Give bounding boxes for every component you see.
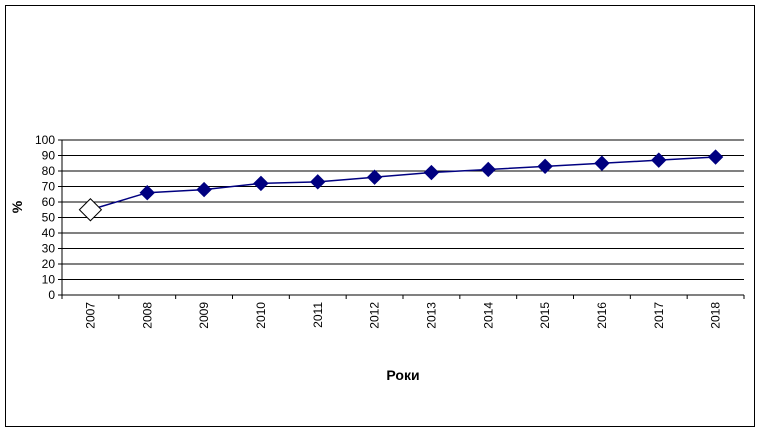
data-point-marker: [480, 161, 496, 178]
data-point-marker: [707, 149, 724, 165]
x-tick-label: 2009: [197, 302, 211, 329]
data-point-marker: [423, 164, 440, 181]
x-tick-label: 2016: [595, 302, 609, 329]
y-tick-label: 10: [42, 273, 56, 287]
x-tick-label: 2008: [140, 302, 154, 329]
x-tick-label: 2017: [652, 302, 666, 329]
y-tick-label: 80: [42, 164, 56, 178]
x-tick-label: 2007: [83, 302, 97, 329]
x-tick-label: 2014: [481, 302, 495, 329]
data-point-marker: [139, 184, 155, 201]
y-tick-label: 40: [42, 226, 56, 240]
data-point-marker: [537, 158, 553, 175]
series-line: [90, 156, 716, 211]
data-point-marker: [196, 181, 212, 198]
data-point-marker: [594, 155, 610, 171]
y-tick-label: 60: [42, 195, 56, 209]
x-tick-label: 2015: [538, 302, 552, 329]
y-tick-label: 70: [42, 180, 56, 194]
x-tick-label: 2013: [424, 302, 438, 329]
y-tick-label: 0: [48, 288, 55, 302]
data-point-marker: [253, 175, 269, 192]
x-tick-label: 2010: [254, 302, 268, 329]
gridlines: [62, 139, 744, 280]
chart-frame: [5, 5, 755, 427]
x-tick-label: 2012: [368, 302, 382, 329]
axes: [58, 139, 745, 299]
x-tick-labels: 2007 2008 2009 2010 2011 2012 2013 2014 2015 2016…: [83, 302, 722, 329]
x-tick-label: 2018: [709, 302, 723, 329]
y-tick-label: 20: [42, 257, 56, 271]
y-tick-label: 100: [35, 133, 55, 147]
data-point-marker: [78, 198, 103, 222]
data-point-marker: [310, 174, 326, 190]
data-point-marker: [366, 169, 383, 185]
x-tick-label: 2011: [311, 302, 325, 328]
series-layer: [78, 149, 724, 222]
y-tick-label: 30: [42, 242, 56, 256]
x-axis-title: Роки: [386, 367, 419, 383]
y-tick-label: 50: [42, 211, 56, 225]
y-axis-title: %: [9, 200, 25, 213]
data-point-marker: [651, 152, 667, 168]
y-tick-label: 90: [42, 149, 56, 163]
